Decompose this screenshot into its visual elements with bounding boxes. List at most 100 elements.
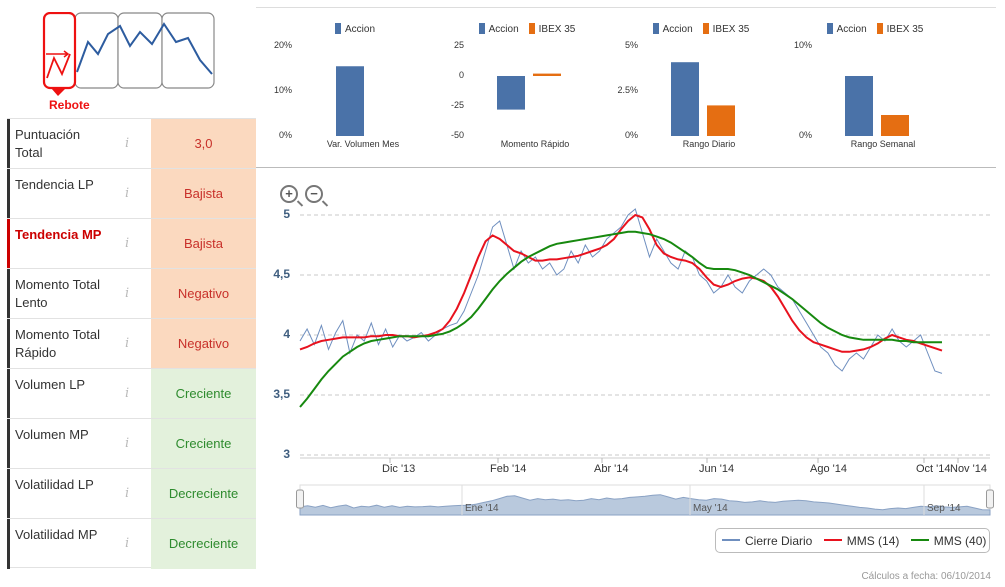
bar-ibex35[interactable] xyxy=(533,73,561,76)
metric-name: Volumen LP xyxy=(7,369,150,419)
legend-label[interactable]: Accion xyxy=(836,24,867,35)
metric-row[interactable]: Momento Total Lento i Negativo xyxy=(7,268,256,319)
metric-value: Bajista xyxy=(151,169,256,219)
info-icon[interactable]: i xyxy=(125,136,130,151)
legend-swatch xyxy=(702,23,709,34)
info-icon[interactable]: i xyxy=(125,286,130,301)
x-axis-tick: Abr '14 xyxy=(594,463,629,475)
mini-chart-legend: Accion IBEX 35 xyxy=(614,23,794,35)
y-axis-tick: 4 xyxy=(283,327,290,341)
calculation-date: Cálculos a fecha: 06/10/2014 xyxy=(861,571,991,582)
legend-label[interactable]: IBEX 35 xyxy=(712,24,750,35)
bar-ibex35[interactable] xyxy=(707,105,735,136)
info-icon[interactable]: i xyxy=(125,236,130,251)
metric-row[interactable]: Tendencia MP i Bajista xyxy=(7,218,256,269)
zoom-out-icon[interactable]: − xyxy=(305,185,323,203)
series-cierre-diario[interactable] xyxy=(299,208,943,374)
metric-name: Momento Total Rápido xyxy=(7,319,150,369)
legend-swatch xyxy=(876,23,883,34)
legend-item-mms40[interactable]: MMS (40) xyxy=(910,534,986,548)
metric-row[interactable]: Puntuación Total i 3,0 xyxy=(7,118,256,169)
mini-chart-legend: Accion IBEX 35 xyxy=(440,23,620,35)
mini-chart-plot xyxy=(497,73,561,110)
x-axis-tick: Nov '14 xyxy=(950,463,987,475)
y-axis-tick: 4,5 xyxy=(273,267,290,281)
metric-row[interactable]: Volatilidad LP i Decreciente xyxy=(7,468,256,519)
x-axis-tick: Feb '14 xyxy=(490,463,527,475)
mini-chart-rango-diario: Accion IBEX 35 5% 2.5% 0% Rango Diario xyxy=(614,14,794,159)
x-axis-tick: Ago '14 xyxy=(810,463,847,475)
metric-row[interactable]: Momento Total Rápido i Negativo xyxy=(7,318,256,369)
legend-label[interactable]: IBEX 35 xyxy=(538,24,576,35)
metric-row[interactable]: Tendencia LP i Bajista xyxy=(7,168,256,219)
legend-item-mms14[interactable]: MMS (14) xyxy=(823,534,899,548)
navigator-handle-left[interactable] xyxy=(296,489,304,509)
bar-accion[interactable] xyxy=(336,66,364,136)
mini-chart-legend: Accion IBEX 35 xyxy=(788,23,968,35)
y-axis-tick: 3,5 xyxy=(273,387,290,401)
navigator-tick: Ene '14 xyxy=(465,503,499,514)
info-icon[interactable]: i xyxy=(125,536,130,551)
y-axis-tick: 5 xyxy=(283,207,290,221)
mini-chart-legend: Accion xyxy=(268,23,448,35)
mini-chart-ytick: 25 xyxy=(453,40,464,50)
series-mms40[interactable] xyxy=(299,230,942,408)
x-axis-tick: Jun '14 xyxy=(699,463,735,475)
mini-chart-ytick: 10% xyxy=(793,40,812,50)
top-divider xyxy=(256,7,996,8)
navigator-tick: Sep '14 xyxy=(927,503,961,514)
navigator-series xyxy=(299,494,991,516)
bar-accion[interactable] xyxy=(671,62,699,137)
bar-accion[interactable] xyxy=(497,76,525,110)
section-divider xyxy=(256,167,996,168)
price-chart-plot xyxy=(296,208,994,516)
legend-label[interactable]: IBEX 35 xyxy=(886,24,924,35)
metric-row[interactable]: Volumen LP i Creciente xyxy=(7,368,256,419)
legend-swatch xyxy=(334,23,341,34)
mini-chart-ytick: 5% xyxy=(624,40,638,50)
metric-name: Tendencia LP xyxy=(7,169,150,219)
bar-ibex35[interactable] xyxy=(881,115,909,136)
chart-legend: Cierre Diario MMS (14) MMS (40) xyxy=(715,528,990,553)
bar-accion[interactable] xyxy=(845,76,873,136)
mini-chart-ytick: -25 xyxy=(450,100,464,110)
metric-row[interactable]: Volumen MP i Creciente xyxy=(7,418,256,469)
info-icon[interactable]: i xyxy=(125,336,130,351)
mini-chart-ytick: 0% xyxy=(278,130,292,140)
metric-value: Creciente xyxy=(151,369,256,419)
legend-swatch xyxy=(478,23,485,34)
metric-name: Tendencia MP xyxy=(7,219,150,269)
metric-name: Volatilidad MP xyxy=(7,519,150,569)
metrics-table: Puntuación Total i 3,0 Tendencia LP i Bajista… xyxy=(7,118,256,569)
metric-name: Volumen MP xyxy=(7,419,150,469)
y-axis-tick: 3 xyxy=(283,447,290,461)
x-axis-tick: Oct '14 xyxy=(916,463,951,475)
info-icon[interactable]: i xyxy=(125,386,130,401)
metric-value: Bajista xyxy=(151,219,256,269)
metric-value: Creciente xyxy=(151,419,256,469)
legend-label[interactable]: Accion xyxy=(662,24,693,35)
series-mms14[interactable] xyxy=(299,213,943,353)
legend-label[interactable]: Accion xyxy=(344,24,375,35)
navigator-handle-right[interactable] xyxy=(986,489,994,509)
info-icon[interactable]: i xyxy=(125,436,130,451)
mini-chart-ytick: 0% xyxy=(624,130,638,140)
x-axis-tick: Dic '13 xyxy=(382,463,416,475)
mini-chart-ytick: 10% xyxy=(273,85,292,95)
legend-label[interactable]: Accion xyxy=(488,24,519,35)
mini-chart-plot xyxy=(336,66,364,136)
metric-value: 3,0 xyxy=(151,119,256,169)
mini-chart-plot xyxy=(671,62,735,137)
info-icon[interactable]: i xyxy=(125,486,130,501)
legend-swatch xyxy=(652,23,659,34)
metric-row[interactable]: Volatilidad MP i Decreciente xyxy=(7,518,256,569)
info-icon[interactable]: i xyxy=(125,186,130,201)
metric-value: Decreciente xyxy=(151,519,256,569)
legend-swatch xyxy=(528,23,535,34)
rebote-logo xyxy=(40,11,220,112)
mini-chart-ytick: 2.5% xyxy=(617,85,638,95)
navigator-tick: May '14 xyxy=(693,503,728,514)
mini-chart-xlabel: Momento Rápido xyxy=(500,139,570,149)
legend-item-cierre[interactable]: Cierre Diario xyxy=(722,534,812,548)
zoom-in-icon[interactable]: + xyxy=(280,185,298,203)
